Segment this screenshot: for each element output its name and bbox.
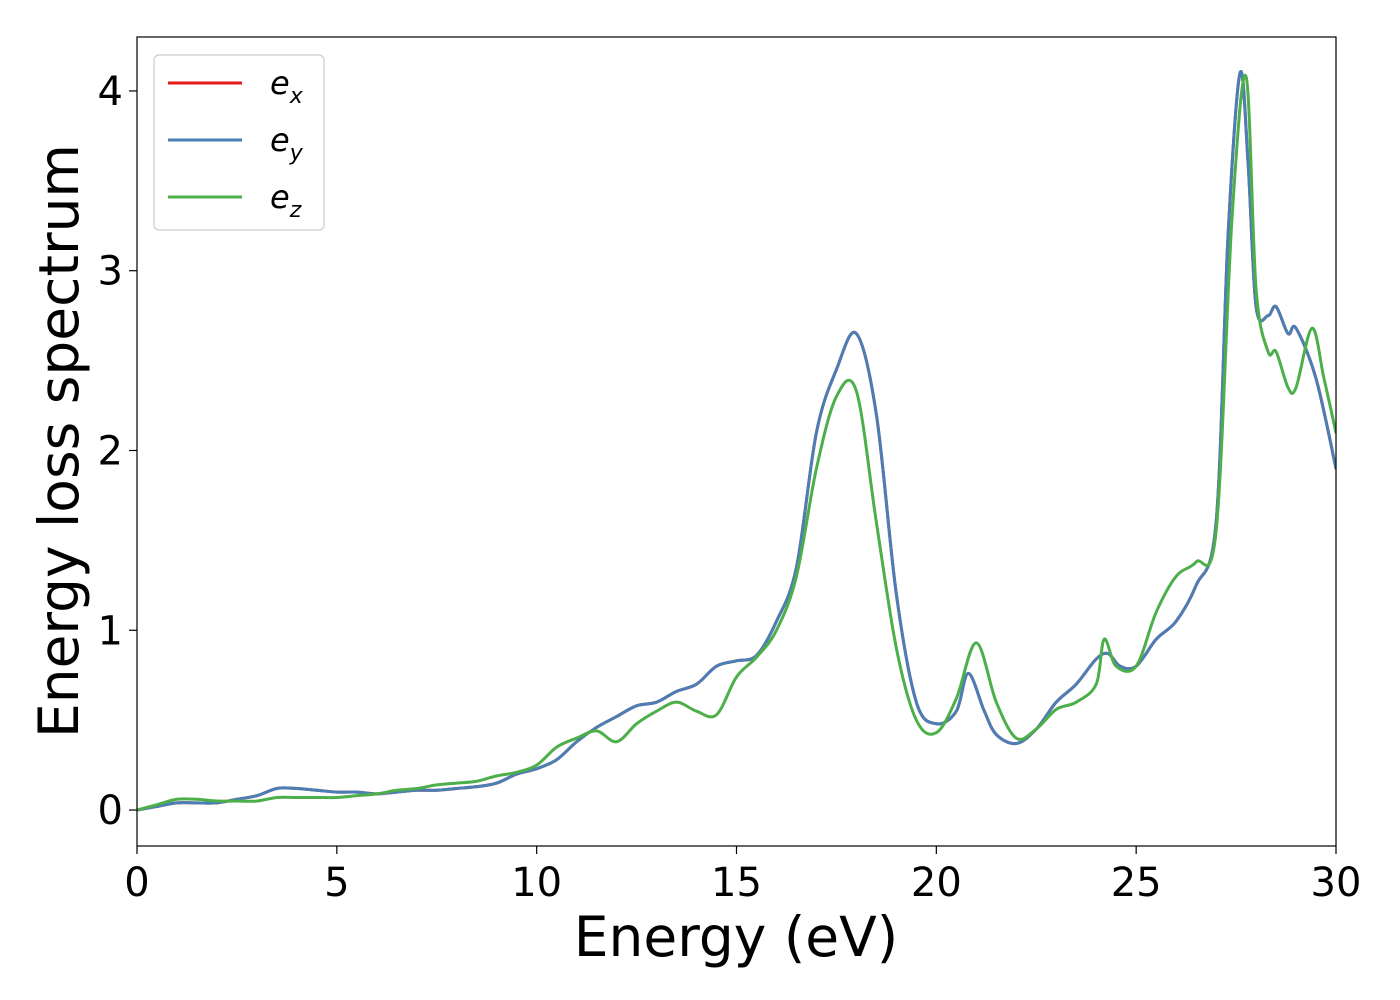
- legend-box: [153, 54, 325, 231]
- x-tick-label: 30: [1311, 860, 1362, 906]
- x-tick-label: 20: [911, 860, 962, 906]
- x-tick-label: 25: [1111, 860, 1162, 906]
- x-axis-label: Energy (eV): [574, 905, 898, 969]
- x-tick-label: 15: [711, 860, 762, 906]
- x-tick-label: 10: [511, 860, 562, 906]
- series-line-e-z: [137, 73, 1336, 812]
- y-tick-label: 1: [98, 608, 123, 654]
- legend-label-x: ex: [270, 64, 304, 109]
- legend: ex ey ez: [153, 54, 325, 231]
- x-tick-label: 5: [324, 860, 349, 906]
- x-tick-label: 0: [124, 860, 149, 906]
- plot-area: [137, 37, 1336, 846]
- y-tick-label: 3: [98, 249, 123, 295]
- y-axis-label: Energy loss spectrum: [27, 144, 91, 738]
- series-lines: [137, 69, 1336, 812]
- y-tick-label: 2: [98, 428, 123, 474]
- y-axis-ticks: 0 1 2 3 4: [98, 69, 137, 834]
- legend-label-z: ez: [270, 178, 302, 223]
- legend-label-y: ey: [270, 121, 304, 166]
- y-tick-label: 4: [98, 69, 123, 115]
- x-axis-ticks: 0 5 10 15 20 25 30: [124, 846, 1361, 906]
- y-tick-label: 0: [98, 788, 123, 834]
